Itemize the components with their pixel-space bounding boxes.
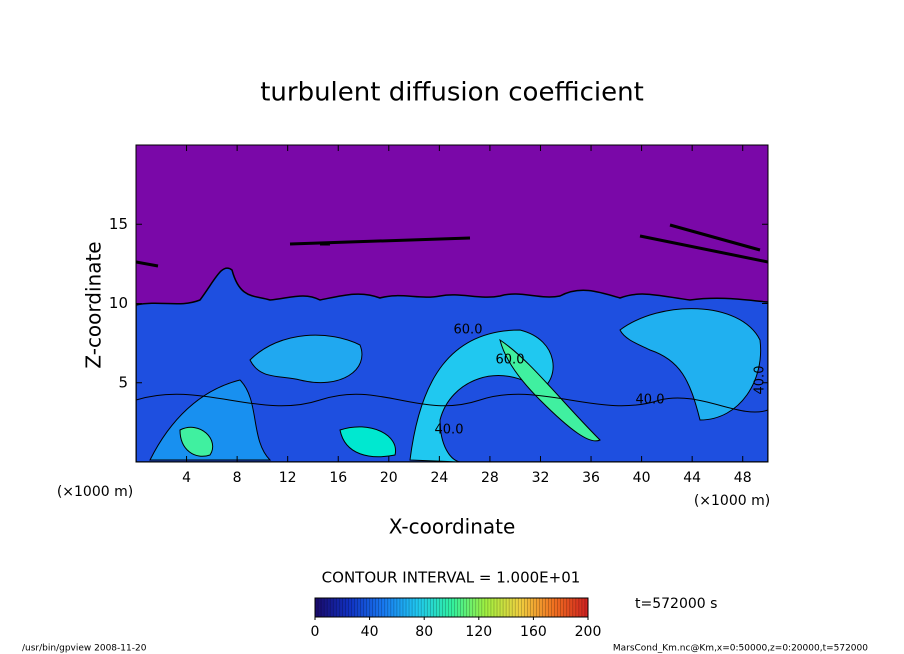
footer-right: MarsCond_Km.nc@Km,x=0:50000,z=0:20000,t=…: [613, 644, 868, 654]
x-tick-label: 44: [683, 470, 701, 486]
x-tick-label: 8: [233, 470, 242, 486]
time-label: t=572000 s: [635, 596, 717, 612]
x-unit-label: (×1000 m): [57, 484, 133, 500]
field-region: [499, 338, 601, 442]
contour-label: 60.0: [454, 323, 483, 338]
x-tick-label: 40: [633, 470, 651, 486]
x-unit-label: (×1000 m): [694, 493, 770, 509]
x-tick-label: 4: [182, 470, 191, 486]
colorbar-tick-label: 160: [520, 624, 547, 640]
x-tick-label: 16: [329, 470, 347, 486]
x-tick-label: 24: [430, 470, 448, 486]
field-contour: [136, 223, 768, 268]
contour-label: 40.0: [435, 423, 464, 438]
footer-left: /usr/bin/gpview 2008-11-20: [22, 644, 147, 654]
contour-interval: CONTOUR INTERVAL = 1.000E+01: [322, 569, 581, 587]
colorbar-tick-label: 40: [361, 624, 379, 640]
colorbar-tick-label: 120: [465, 624, 492, 640]
colorbar-tick-label: 80: [415, 624, 433, 640]
field-contour: [136, 393, 768, 413]
x-axis-label: X-coordinate: [389, 515, 516, 539]
x-tick-label: 12: [279, 470, 297, 486]
x-tick-label: 20: [380, 470, 398, 486]
colorbar: [314, 597, 589, 618]
x-tick-label: 36: [582, 470, 600, 486]
x-tick-label: 28: [481, 470, 499, 486]
contour-field: [136, 145, 768, 462]
field-region: [249, 334, 363, 384]
y-tick-label: 15: [109, 215, 128, 233]
colorbar-tick-label: 200: [575, 624, 602, 640]
contour-label: 40.0: [636, 393, 665, 408]
x-tick-label: 32: [532, 470, 550, 486]
field-region: [149, 379, 272, 461]
y-tick-label: 10: [109, 294, 128, 312]
field-region: [339, 426, 396, 458]
field-region: [619, 308, 762, 421]
field-region: [179, 426, 214, 457]
y-axis-label: Z-coordinate: [82, 241, 106, 368]
chart-title: turbulent diffusion coefficient: [260, 78, 644, 108]
colorbar-tick-label: 0: [311, 624, 320, 640]
contour-label: 60.0: [496, 353, 525, 368]
y-tick-label: 5: [118, 373, 128, 391]
x-tick-label: 48: [734, 470, 752, 486]
contour-label: 40.0: [753, 366, 768, 395]
